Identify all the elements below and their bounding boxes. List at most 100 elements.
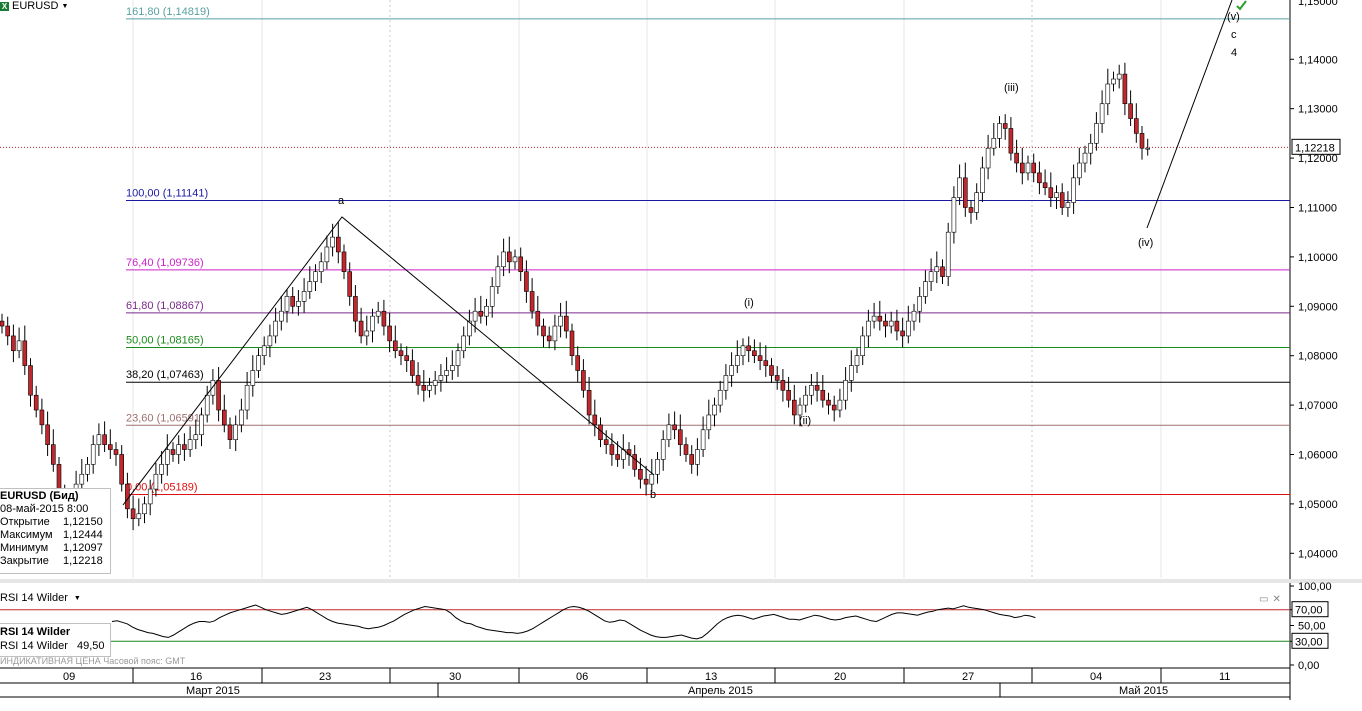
candle-body [888, 320, 894, 327]
chevron-down-icon[interactable]: ▼ [61, 2, 69, 10]
candle-body [535, 310, 541, 327]
candle-body [22, 340, 28, 366]
candle-body [791, 399, 797, 416]
time-tick-label: 06 [576, 671, 588, 683]
candle-body [786, 389, 791, 401]
candle-body [848, 365, 854, 381]
ohlc-label: Максимум [0, 529, 53, 541]
candle-body [375, 310, 381, 317]
fib-level-label: 50,00 (1,08165) [126, 335, 204, 347]
candle-body [814, 385, 820, 391]
candle-body [28, 365, 33, 396]
candle-body [734, 355, 740, 366]
candle-body [1071, 177, 1076, 203]
candle-body [991, 138, 997, 149]
rsi-value-label: RSI 14 Wilder [0, 640, 68, 652]
rsi-window-controls: ▭ ✕ [1259, 594, 1281, 605]
candle-body [222, 409, 227, 426]
candle-body [843, 380, 848, 401]
candle-body [1054, 192, 1059, 198]
candle-body [278, 310, 284, 322]
candle-body [980, 167, 985, 193]
candle-body [809, 385, 814, 396]
candle-body [187, 439, 193, 450]
candle-body [609, 444, 615, 455]
excel-icon[interactable]: X [0, 1, 9, 11]
candle-body [1122, 73, 1128, 105]
candle-body [1145, 147, 1150, 150]
candle-body [381, 310, 387, 327]
candle-body [1111, 78, 1116, 85]
candle-body [125, 483, 130, 510]
price-tick-label: 1,09000 [1298, 301, 1338, 313]
candle-body [1139, 133, 1145, 149]
symbol-selector[interactable]: X EURUSD ▼ [0, 0, 73, 12]
candle-body [831, 404, 837, 411]
price-tick-label: 1,07000 [1298, 400, 1338, 412]
fib-level-label: 61,80 (1,08867) [126, 300, 204, 312]
candle-body [512, 256, 518, 263]
rsi-selector-label: RSI 14 Wilder [0, 592, 68, 604]
candle-body [940, 266, 945, 277]
candle-body [1116, 73, 1122, 80]
candle-body [1008, 128, 1014, 154]
rsi-tick-label: 0,00 [1298, 660, 1319, 672]
candle-body [581, 370, 586, 391]
candle-body [159, 464, 164, 475]
current-price-box [1291, 138, 1341, 155]
wave-label-i: (i) [744, 297, 754, 309]
close-icon[interactable]: ✕ [1272, 594, 1281, 605]
candle-body [638, 469, 643, 480]
candle-body [176, 444, 181, 455]
candle-body [438, 375, 444, 381]
candle-body [113, 449, 119, 455]
chevron-down-icon[interactable]: ▼ [73, 594, 81, 602]
rsi-value-row: RSI 14 Wilder 49,50 [0, 640, 110, 653]
wave-abc-line [122, 216, 655, 506]
ohlc-value: 1,12444 [63, 529, 103, 541]
candle-body [449, 365, 455, 371]
restore-icon[interactable]: ▭ [1259, 594, 1269, 605]
candle-body [210, 380, 216, 396]
wave-label-b: b [650, 489, 656, 501]
candle-body [1128, 103, 1133, 119]
rsi-info-panel: RSI 14 Wilder RSI 14 Wilder 49,50 [0, 623, 111, 657]
month-label: Март 2015 [186, 685, 240, 697]
candle-body [318, 261, 324, 273]
candle-body [335, 236, 341, 253]
candle-body [854, 355, 860, 366]
candle-body [700, 429, 706, 450]
candle-body [1082, 152, 1088, 164]
fib-level-label: 38,20 (1,07463) [126, 369, 204, 381]
candle-body [729, 365, 734, 376]
candle-body [706, 414, 712, 431]
candle-body [421, 385, 427, 391]
candle-body [370, 315, 375, 332]
candle-body [541, 325, 546, 337]
candle-body [130, 508, 136, 520]
candle-body [723, 375, 729, 391]
candle-body [364, 330, 370, 337]
candle-body [1025, 162, 1031, 174]
candle-body [677, 429, 683, 445]
candle-body [1019, 162, 1025, 174]
candle-body [244, 385, 250, 411]
fib-level-label: 76,40 (1,09736) [126, 257, 204, 269]
rsi-indicator-selector[interactable]: RSI 14 Wilder ▼ [0, 592, 85, 604]
candle-body [284, 296, 290, 312]
candle-body [563, 315, 569, 332]
rsi-tick-label: 100,00 [1298, 581, 1332, 593]
ohlc-value: 1,12150 [63, 516, 103, 528]
candle-body [233, 424, 238, 440]
candle-body [803, 394, 809, 406]
candle-body [740, 345, 746, 356]
price-tick-label: 1,11000 [1298, 202, 1337, 214]
ohlc-datetime: 08-май-2015 8:00 [0, 503, 110, 516]
ohlc-panel: EURUSD (Бид) 08-май-2015 8:00 Открытие 1,… [0, 488, 111, 574]
candle-body [358, 320, 364, 337]
time-tick-label: 30 [449, 671, 461, 683]
ohlc-label: Закрытие [0, 555, 49, 567]
candle-body [165, 449, 170, 465]
candle-body [524, 271, 529, 292]
